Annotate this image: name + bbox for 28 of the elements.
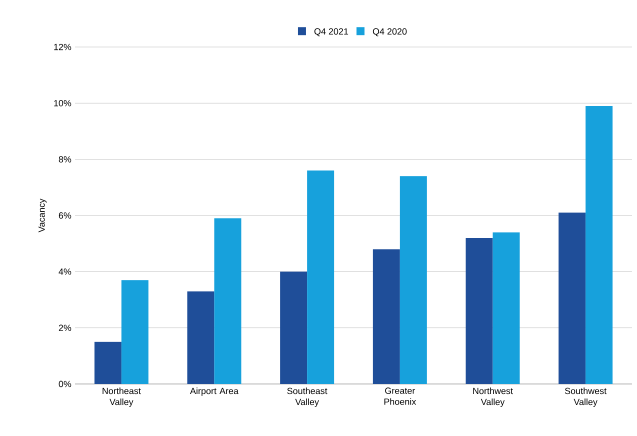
x-tick-label: Southeast Valley <box>287 388 328 407</box>
y-tick-label: 12% <box>54 44 72 50</box>
bar <box>586 106 613 384</box>
y-tick-label: 0% <box>58 380 72 388</box>
x-tick-label: Airport Area <box>190 388 239 396</box>
legend-label: Q4 2020 <box>372 28 407 36</box>
bar <box>558 212 586 384</box>
bar <box>214 218 242 384</box>
y-tick-label: 8% <box>58 156 72 163</box>
bar <box>187 291 214 384</box>
bar <box>94 342 122 384</box>
y-tick-label: 10% <box>54 100 72 106</box>
y-axis-title: Vacancy <box>38 198 47 232</box>
bar <box>307 170 334 384</box>
x-tick-label: Northwest Valley <box>473 388 513 407</box>
y-tick-label: 2% <box>58 324 72 331</box>
x-tick-label: Greater Phoenix <box>384 388 416 405</box>
x-tick-label: Northeast Valley <box>102 388 141 407</box>
bar <box>280 272 308 384</box>
y-tick-label: 6% <box>58 212 72 219</box>
bar <box>121 280 148 384</box>
legend-label: Q4 2021 <box>314 28 348 36</box>
x-tick-label: Southwest Valley <box>564 388 607 407</box>
y-tick-label: 4% <box>58 268 72 275</box>
bar <box>400 176 427 384</box>
bar <box>372 249 400 384</box>
bar <box>492 232 520 384</box>
bar <box>466 238 493 384</box>
